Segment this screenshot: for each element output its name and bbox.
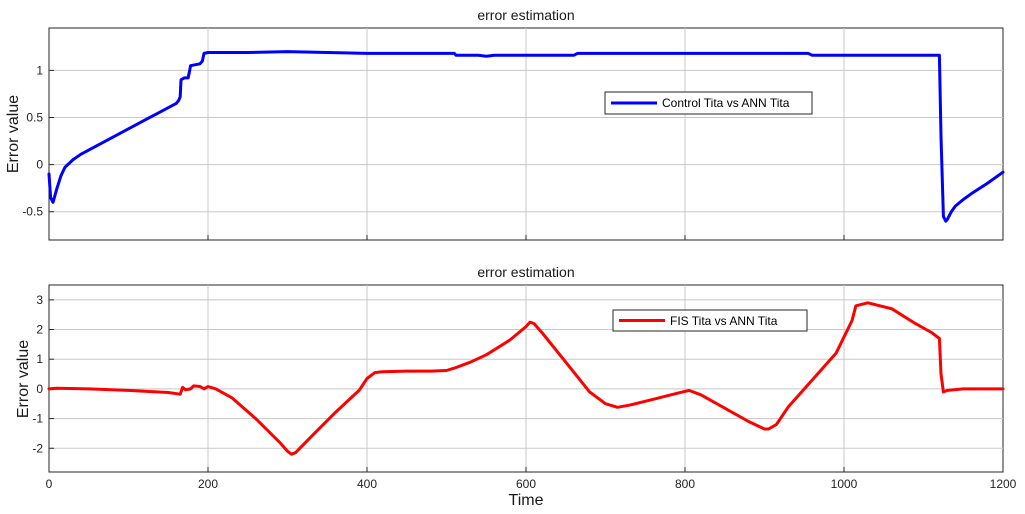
- chart-title-top: error estimation: [477, 7, 574, 23]
- x-ticks-bottom: 0 200 400 600 800 1000 1200: [46, 467, 1017, 491]
- y-tick-label: 0: [36, 382, 43, 396]
- x-tick-label: 1000: [831, 477, 858, 491]
- y-ticks-top: -0.5 0 0.5 1: [22, 63, 54, 219]
- chart-title-bottom: error estimation: [477, 264, 574, 280]
- legend-bottom: FIS Tita vs ANN Tita: [612, 309, 808, 332]
- y-tick-label: 0.5: [26, 111, 43, 125]
- x-tick-label: 200: [198, 477, 218, 491]
- x-axis-label: Time: [509, 492, 544, 509]
- x-tick-label: 1200: [990, 477, 1017, 491]
- legend-box-bottom: [612, 309, 808, 332]
- y-axis-label-top: Error value: [5, 95, 22, 173]
- x-tick-label: 400: [357, 477, 377, 491]
- legend-top: Control Tita vs ANN Tita: [604, 91, 813, 115]
- series-line-control-tita: [47, 50, 1005, 223]
- y-tick-label: -0.5: [22, 205, 43, 219]
- grid-bottom: [49, 285, 1003, 472]
- y-tick-label: -2: [32, 441, 43, 455]
- subplot-top: -0.5 0 0.5 1 error estimation Error value C…: [5, 7, 1005, 241]
- series-line-fis-tita: [47, 301, 1005, 456]
- x-ticks-top: [48, 235, 1004, 240]
- y-tick-label: -1: [32, 412, 43, 426]
- y-tick-label: 1: [36, 352, 43, 366]
- y-tick-label: 0: [36, 158, 43, 172]
- y-ticks-bottom: -2 -1 0 1 2 3: [32, 293, 54, 455]
- x-tick-label: 0: [46, 477, 53, 491]
- subplot-bottom: -2 -1 0 1 2 3 0 200 400 600 800 1000 1200 error est…: [15, 264, 1017, 509]
- legend-label-fis-tita: FIS Tita vs ANN Tita: [670, 314, 778, 328]
- y-tick-label: 1: [36, 63, 43, 77]
- y-tick-label: 3: [36, 293, 43, 307]
- legend-label-control-tita: Control Tita vs ANN Tita: [662, 96, 790, 110]
- grid-top: [49, 28, 1003, 240]
- y-axis-label-bottom: Error value: [15, 340, 32, 418]
- legend-box-top: [604, 91, 813, 115]
- x-tick-label: 600: [516, 477, 536, 491]
- y-tick-label: 2: [36, 323, 43, 337]
- x-tick-label: 800: [675, 477, 695, 491]
